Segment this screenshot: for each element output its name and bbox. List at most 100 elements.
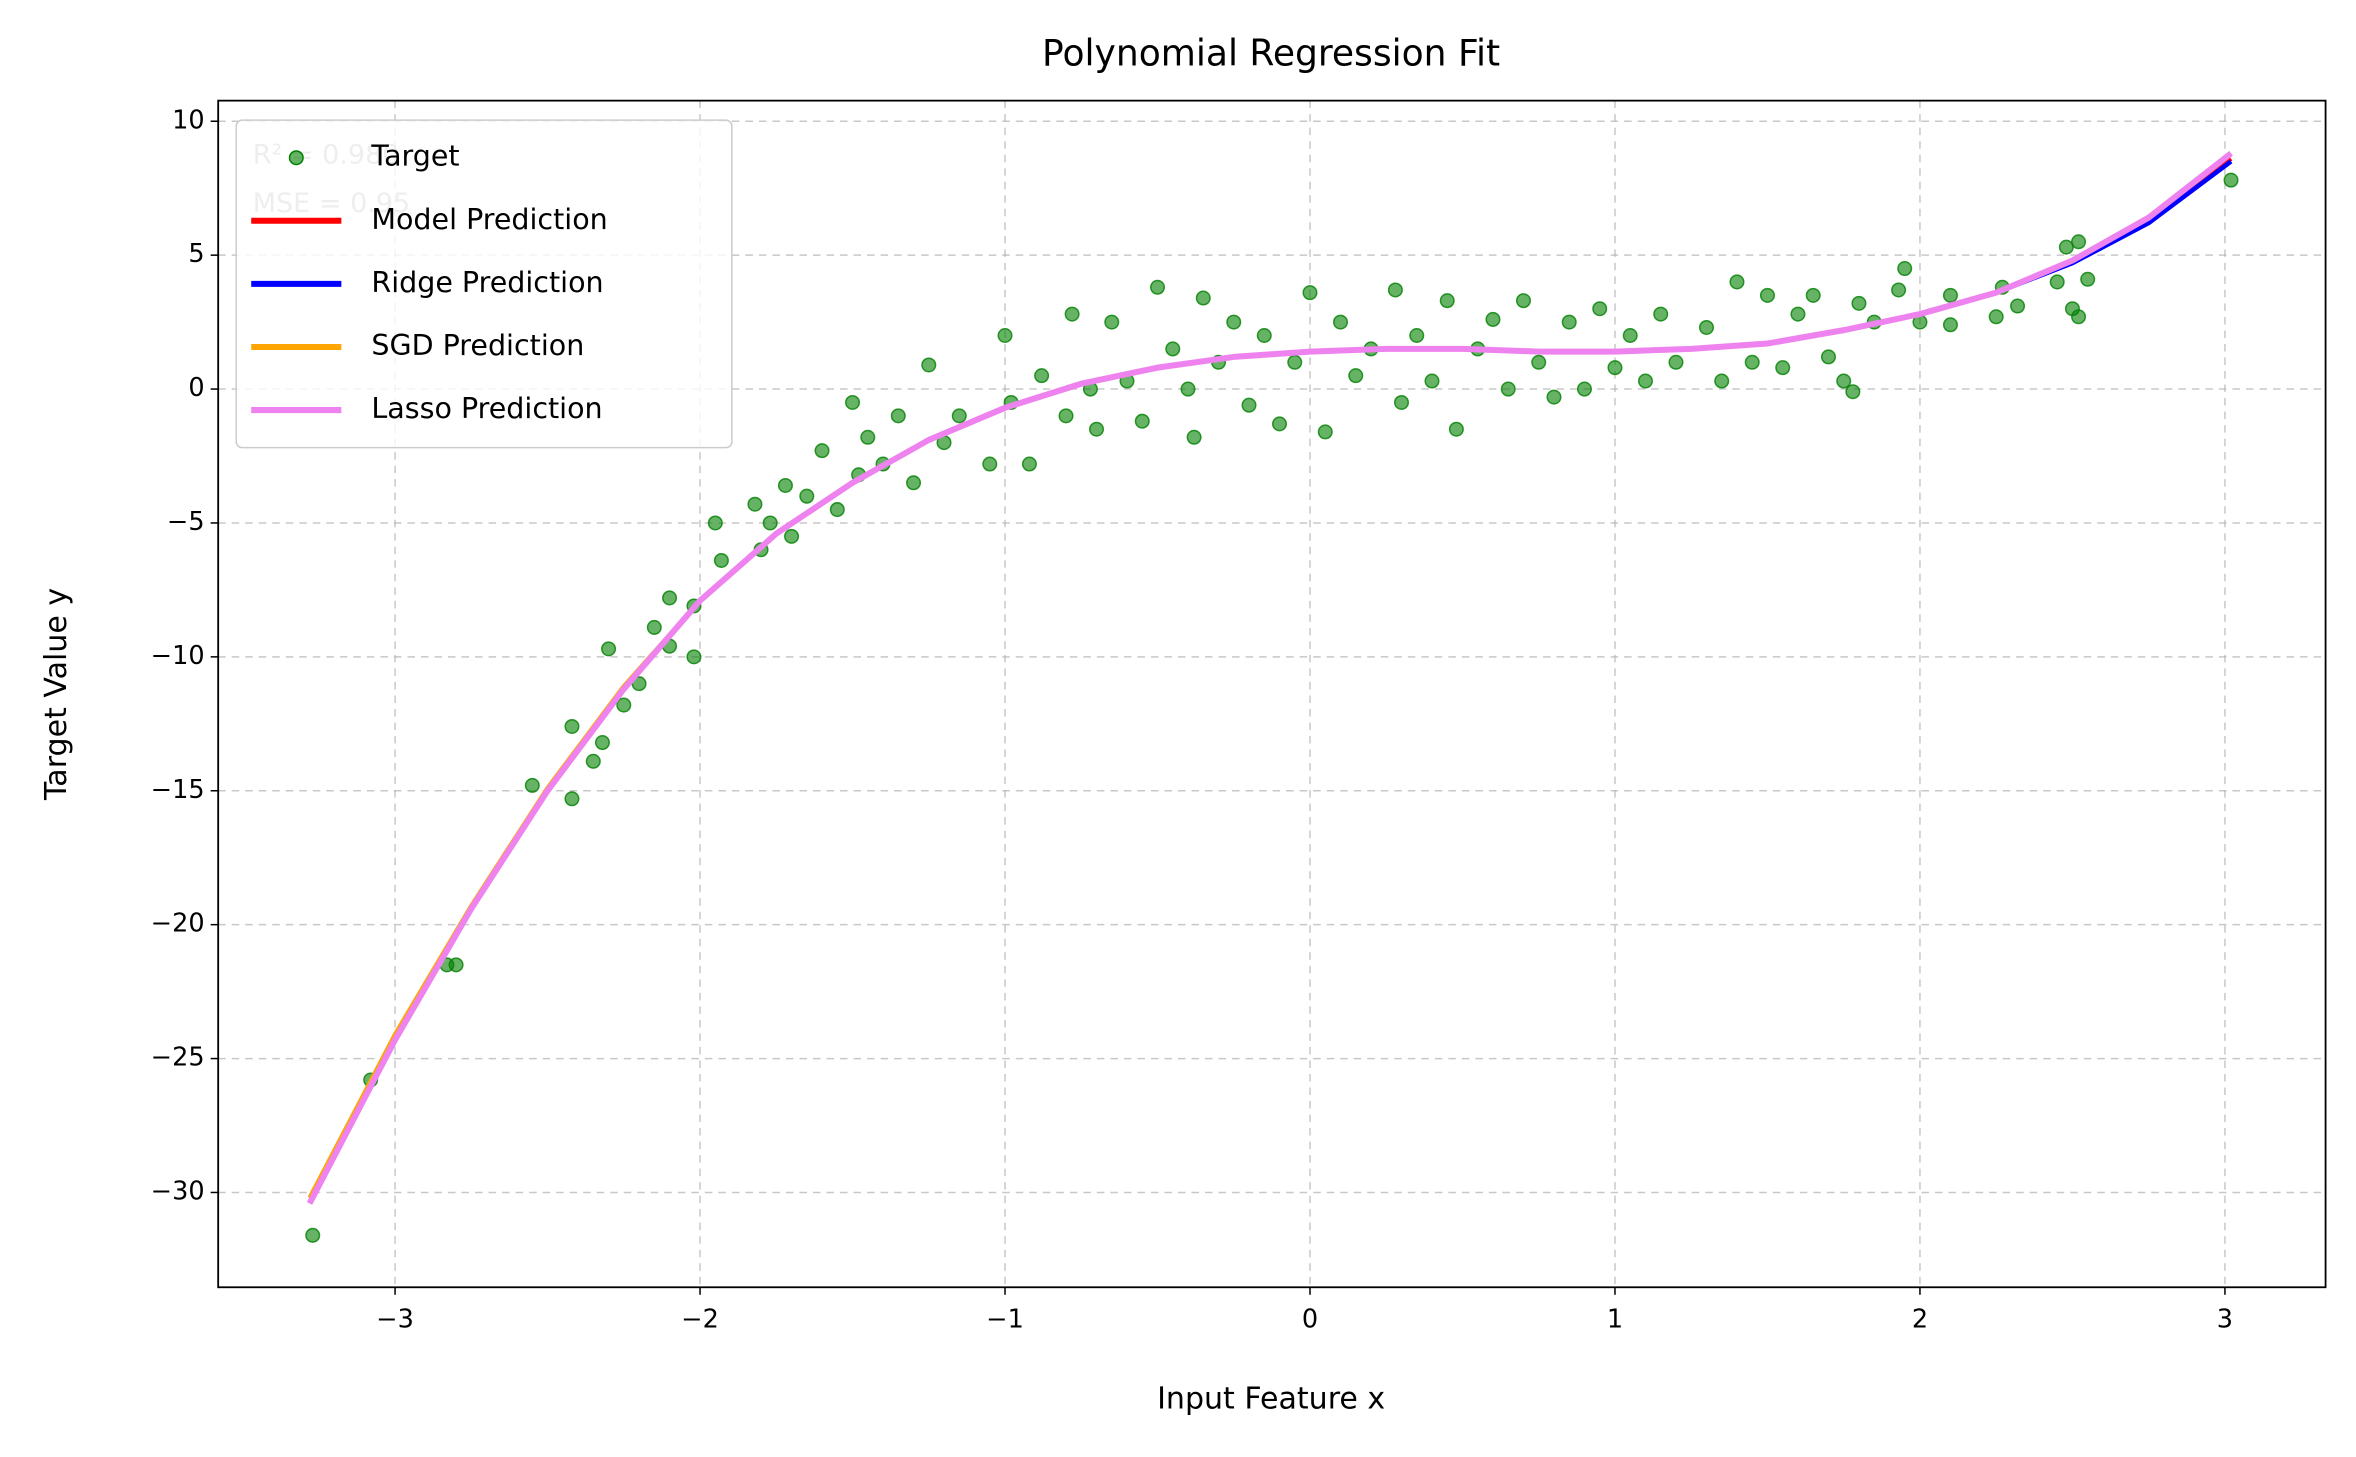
y-axis-label: Target Value y [39,588,74,801]
data-point [1104,314,1120,330]
data-point [1836,373,1852,389]
data-point [1393,394,1410,410]
data-point [1891,282,1907,298]
plot-frame [217,99,2327,1289]
data-point [1409,327,1425,344]
data-point [845,394,861,410]
data-point [1531,354,1547,370]
data-point [707,515,723,531]
data-point [1845,384,1861,400]
x-tick-label: 0 [1302,1304,1318,1334]
legend-marker [288,150,304,166]
data-point [982,456,998,472]
data-point [1500,381,1516,397]
data-point [448,957,464,973]
data-point [1897,261,1913,277]
data-point [1790,306,1806,322]
data-point [1485,311,1501,327]
data-point [524,777,540,793]
data-point [762,515,778,531]
data-point [1387,282,1403,298]
data-point [1851,295,1867,311]
data-point [1698,319,1714,335]
data-point [1546,389,1562,405]
x-tick-label: 1 [1607,1304,1623,1334]
data-point [1637,373,1653,389]
data-point [1988,309,2004,325]
data-point [1180,381,1196,397]
line [307,151,2233,1205]
legend-label: SGD Prediction [371,329,584,362]
x-tick-label: −3 [376,1304,414,1334]
data-point [906,475,922,491]
data-point [2058,239,2074,255]
data-point [1226,314,1242,330]
y-tick-label: −5 [167,507,205,537]
data-point [951,408,967,424]
legend-label: Model Prediction [371,203,607,236]
data-point [1515,293,1531,309]
data-point [2071,234,2087,250]
y-tick-label: 10 [172,105,204,135]
y-tick-label: 5 [188,239,204,269]
data-point [1668,354,1684,370]
x-tick-label: −2 [681,1304,719,1334]
data-point [814,443,830,459]
data-point [2071,309,2087,325]
data-point [1759,287,1775,303]
data-point [1021,456,1037,472]
x-axis-label: Input Feature x [1157,1381,1385,1416]
data-point [829,502,845,518]
data-point [1653,306,1669,322]
data-point [713,552,729,568]
data-point [1064,306,1080,322]
data-point [646,619,662,635]
data-point [1302,285,1318,301]
data-point [662,590,678,606]
data-point [1241,397,1257,413]
data-point [777,477,793,493]
data-point [1256,327,1272,344]
data-point [1775,360,1791,376]
data-point [1195,290,1211,306]
data-point [585,753,601,769]
data-point [784,528,800,544]
data-point [1576,381,1592,397]
data-point [1089,421,1105,437]
data-point [1165,341,1181,357]
data-point [601,641,617,657]
data-point [2080,271,2096,287]
data-point [1805,287,1821,303]
data-point [1424,373,1440,389]
data-point [686,649,702,665]
data-point [1729,274,1745,290]
data-point [1150,279,1166,295]
data-point [1942,317,1958,333]
data-point [997,327,1013,344]
data-point [305,1227,321,1243]
legend-label: Lasso Prediction [371,392,602,425]
data-point [1592,301,1608,317]
x-tick-label: 3 [2217,1304,2233,1334]
y-tick-label: −25 [151,1043,205,1073]
data-point [1714,373,1730,389]
data-point [1134,413,1150,429]
y-tick-label: −15 [151,775,205,805]
data-point [1348,368,1364,384]
data-point [1448,421,1464,437]
y-tick-label: −20 [151,909,205,939]
data-point [1744,354,1760,370]
data-point [564,791,580,807]
legend-label: Ridge Prediction [371,266,603,299]
data-point [1622,327,1638,344]
data-point [1287,354,1303,370]
data-point [890,408,906,424]
data-point [564,718,580,735]
data-point [1034,368,1050,384]
data-point [594,735,610,751]
chart-title: Polynomial Regression Fit [1042,34,1500,75]
data-point [921,357,937,373]
data-point [1561,314,1577,330]
